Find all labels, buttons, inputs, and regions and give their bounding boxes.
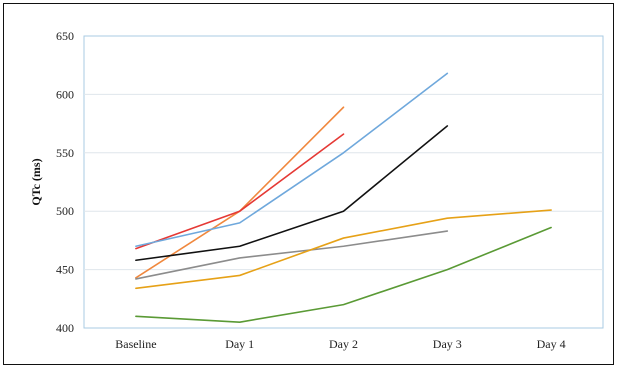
y-tick-label: 500 (56, 204, 74, 218)
y-tick-label: 650 (56, 29, 74, 43)
series-line-4 (135, 125, 449, 262)
y-axis-title: QTc (ms) (29, 158, 43, 205)
y-tick-label: 400 (56, 321, 74, 335)
series-line-3 (135, 72, 449, 248)
x-tick-label: Day 4 (537, 337, 566, 351)
series-lines (135, 72, 552, 323)
x-tick-labels: Baseline Day 1 Day 2 Day 3 Day 4 (115, 337, 565, 351)
x-tick-label: Day 3 (433, 337, 462, 351)
plot-area (83, 35, 604, 329)
y-tick-label: 450 (56, 263, 74, 277)
series-line-5 (135, 230, 449, 280)
plot-area-border (83, 35, 604, 329)
x-tick-label: Day 2 (329, 337, 358, 351)
chart-frame (3, 3, 614, 365)
gridlines (84, 93, 603, 271)
x-tick-label: Baseline (115, 337, 156, 351)
series-line-1 (135, 106, 345, 279)
series-line-6 (135, 209, 552, 290)
series-line-7 (135, 226, 552, 323)
y-tick-label: 600 (56, 87, 74, 101)
x-tick-label: Day 1 (225, 337, 254, 351)
y-tick-labels: 400 450 500 550 600 650 (56, 29, 74, 335)
y-tick-label: 550 (56, 146, 74, 160)
series-line-2 (135, 133, 345, 250)
